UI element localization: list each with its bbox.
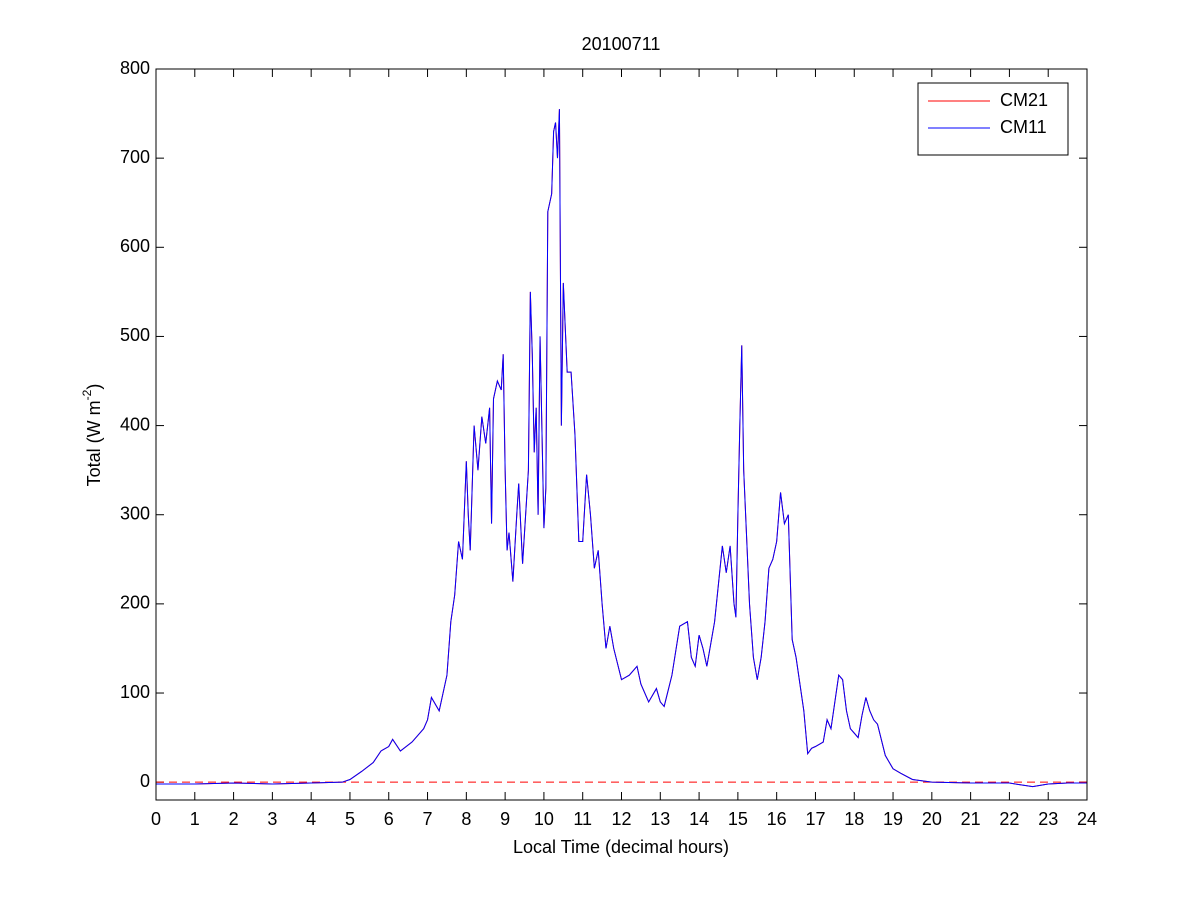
x-tick-label: 22 — [999, 809, 1019, 829]
x-tick-label: 9 — [500, 809, 510, 829]
chart-title: 20100711 — [582, 34, 661, 54]
x-tick-label: 12 — [611, 809, 631, 829]
x-tick-label: 8 — [461, 809, 471, 829]
x-tick-label: 11 — [573, 809, 592, 829]
y-tick-label: 300 — [120, 503, 150, 523]
x-tick-label: 14 — [689, 809, 709, 829]
y-tick-label: 600 — [120, 236, 150, 256]
y-tick-label: 0 — [140, 771, 150, 791]
x-tick-label: 13 — [650, 809, 670, 829]
x-tick-label: 0 — [151, 809, 161, 829]
x-tick-label: 4 — [306, 809, 316, 829]
x-tick-label: 17 — [805, 809, 825, 829]
x-tick-label: 5 — [345, 809, 355, 829]
x-tick-label: 20 — [922, 809, 942, 829]
x-tick-label: 7 — [423, 809, 433, 829]
x-tick-label: 1 — [190, 809, 200, 829]
x-tick-label: 23 — [1038, 809, 1058, 829]
x-tick-label: 16 — [767, 809, 787, 829]
y-tick-label: 200 — [120, 593, 150, 613]
y-tick-label: 500 — [120, 325, 150, 345]
y-label-text: Total (W m — [84, 400, 104, 486]
x-axis-label: Local Time (decimal hours) — [513, 837, 729, 857]
legend-label: CM21 — [1000, 90, 1048, 110]
x-tick-label: 21 — [961, 809, 981, 829]
x-tick-label: 2 — [229, 809, 239, 829]
y-axis-label: Total (W m-2) — [80, 384, 104, 487]
x-tick-label: 18 — [844, 809, 864, 829]
axes-box — [155, 68, 1088, 801]
x-tick-label: 15 — [728, 809, 748, 829]
y-tick-label: 800 — [120, 58, 150, 78]
x-tick-label: 19 — [883, 809, 903, 829]
y-label-suffix: ) — [84, 384, 104, 390]
legend-label: CM11 — [1000, 117, 1047, 137]
y-tick-label: 700 — [120, 147, 150, 167]
y-tick-label: 400 — [120, 414, 150, 434]
x-tick-label: 24 — [1077, 809, 1097, 829]
data-line — [156, 109, 1087, 788]
y-tick-label: 100 — [120, 682, 150, 702]
legend-box — [917, 82, 1069, 156]
y-label-sup: -2 — [80, 389, 94, 400]
x-tick-label: 6 — [384, 809, 394, 829]
x-tick-label: 10 — [534, 809, 554, 829]
x-tick-label: 3 — [267, 809, 277, 829]
